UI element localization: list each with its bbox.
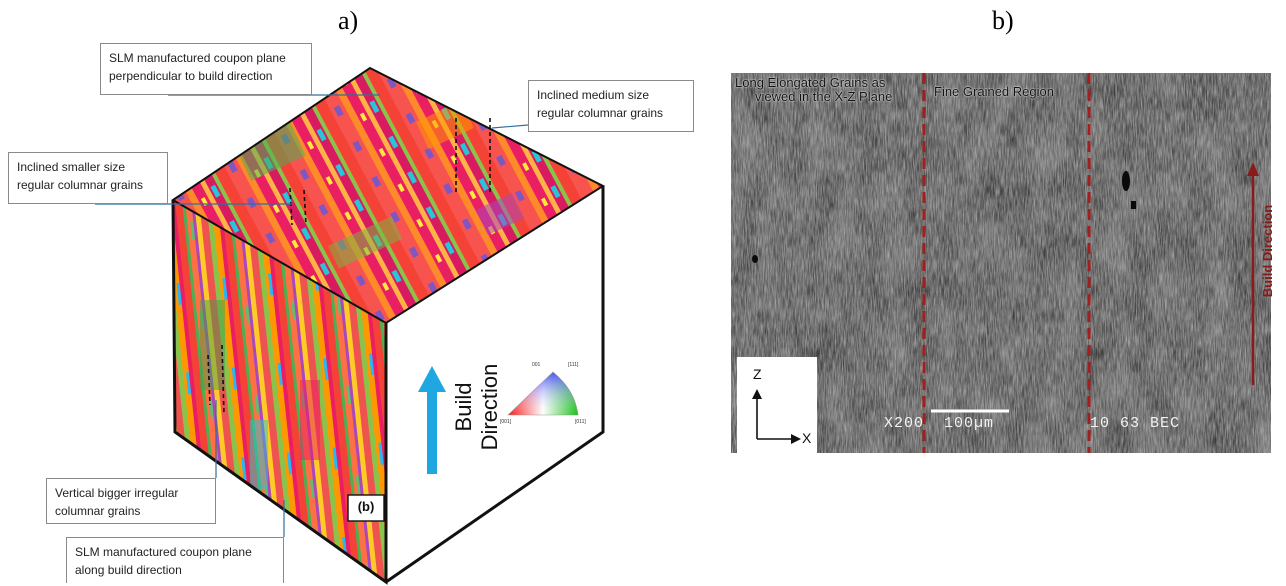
sem-info-text: 10 63 BEC xyxy=(1090,415,1181,432)
callout-along-plane-line2: along build direction xyxy=(75,563,182,577)
sem-micrograph xyxy=(731,73,1271,453)
callout-bigger-grains-line1: Vertical bigger irregular xyxy=(55,486,179,500)
side-build-arrow xyxy=(1247,162,1259,385)
inset-b-label: (b) xyxy=(357,499,375,514)
callout-along-plane-line1: SLM manufactured coupon plane xyxy=(75,545,252,559)
callout-smaller-grains-line1: Inclined smaller size xyxy=(17,160,126,174)
ipf-color-key xyxy=(507,371,579,416)
callout-smaller-grains-line2: regular columnar grains xyxy=(17,178,144,192)
sem-left-region-line1: Long Elongated Grains as xyxy=(735,75,886,90)
ipf-label-001-bottom: [001] xyxy=(500,419,512,425)
ipf-label-011: [011] xyxy=(575,419,586,425)
axis-x-label: X xyxy=(802,430,812,446)
callout-medium-grains-line1: Inclined medium size xyxy=(537,88,650,102)
callout-along-plane: SLM manufactured coupon plane along buil… xyxy=(66,537,284,583)
callout-top-plane-line1: SLM manufactured coupon plane xyxy=(109,51,286,65)
ipf-label-001: 001 xyxy=(532,362,541,368)
cube-front-face xyxy=(386,186,603,582)
callout-bigger-grains: Vertical bigger irregular columnar grain… xyxy=(46,478,216,524)
panel-b-label: b) xyxy=(992,6,1014,35)
ipf-label-111: [111] xyxy=(568,362,579,368)
cube-left-face xyxy=(173,200,386,582)
callout-top-plane-line2: perpendicular to build direction xyxy=(109,69,273,83)
panel-a-label: a) xyxy=(338,6,359,35)
sem-left-region-label: Long Elongated Grains as viewed in the X… xyxy=(735,76,892,104)
grain-dash-marks xyxy=(207,118,491,416)
front-face-build-direction-label: Build Direction xyxy=(451,363,502,451)
side-build-direction-label: Build Direction xyxy=(1260,204,1275,298)
callout-smaller-grains: Inclined smaller size regular columnar g… xyxy=(8,152,168,204)
axis-z-label: Z xyxy=(753,366,762,382)
sem-left-region-line2: viewed in the X-Z Plane xyxy=(755,89,893,104)
inset-b-box xyxy=(347,494,385,522)
sem-scale-text: X200 100µm xyxy=(884,415,995,432)
callout-medium-grains: Inclined medium size regular columnar gr… xyxy=(528,80,694,132)
callout-top-plane: SLM manufactured coupon plane perpendicu… xyxy=(100,43,312,95)
sem-fine-region-label: Fine Grained Region xyxy=(934,84,1054,99)
callout-medium-grains-line2: regular columnar grains xyxy=(537,106,664,120)
callout-bigger-grains-line2: columnar grains xyxy=(55,504,141,518)
axis-inset xyxy=(737,357,817,453)
